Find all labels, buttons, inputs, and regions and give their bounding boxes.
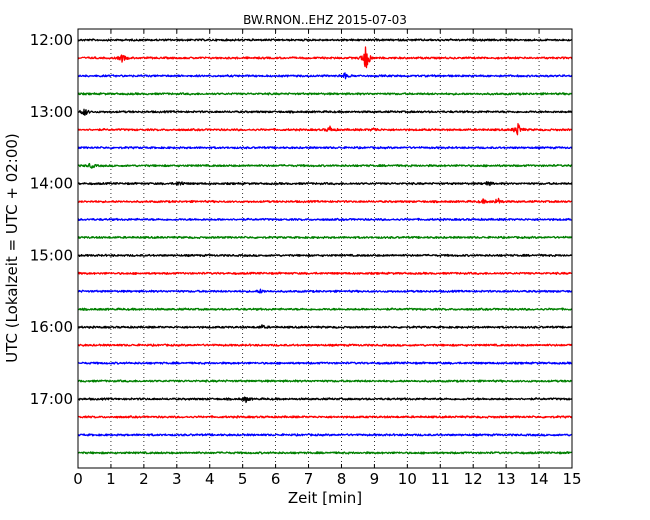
trace-17:45 — [77, 451, 573, 455]
trace-16:00 — [77, 324, 573, 329]
x-tick-label: 11 — [431, 470, 450, 488]
y-tick-label: 17:00 — [30, 390, 73, 408]
trace-17:00 — [77, 396, 573, 404]
trace-13:30 — [77, 146, 573, 150]
trace-17:30 — [77, 433, 573, 437]
trace-12:45 — [77, 92, 573, 96]
trace-15:30 — [77, 288, 573, 294]
trace-13:45 — [77, 162, 573, 169]
y-axis-ticks: 12:00 13:00 14:00 15:00 16:00 17:00 — [30, 31, 572, 408]
x-axis-ticks: 0 1 2 3 4 5 6 7 8 9 10 11 12 13 14 15 — [73, 29, 582, 488]
x-tick-label: 15 — [562, 470, 581, 488]
trace-16:15 — [77, 343, 573, 347]
chart-title: BW.RNON..EHZ 2015-07-03 — [243, 13, 407, 27]
trace-12:00 — [77, 38, 573, 42]
x-tick-label: 8 — [337, 470, 347, 488]
x-tick-label: 0 — [73, 470, 83, 488]
trace-14:45 — [77, 235, 573, 240]
trace-17:15 — [77, 415, 573, 419]
y-tick-label: 15:00 — [30, 246, 73, 264]
x-tick-label: 9 — [370, 470, 380, 488]
trace-15:45 — [77, 307, 573, 311]
x-axis-label: Zeit [min] — [288, 489, 362, 507]
x-tick-label: 14 — [530, 470, 549, 488]
x-tick-label: 3 — [172, 470, 182, 488]
trace-14:00 — [77, 181, 573, 187]
trace-15:00 — [77, 253, 573, 258]
x-tick-label: 7 — [304, 470, 314, 488]
x-tick-label: 1 — [106, 470, 116, 488]
trace-13:15 — [77, 123, 573, 136]
x-tick-label: 2 — [139, 470, 149, 488]
trace-12:30 — [77, 72, 573, 80]
x-tick-label: 4 — [205, 470, 215, 488]
seismic-traces — [77, 38, 573, 455]
x-tick-label: 12 — [464, 470, 483, 488]
trace-14:30 — [77, 217, 573, 222]
trace-15:15 — [77, 271, 573, 276]
trace-13:00 — [77, 108, 573, 116]
trace-16:45 — [77, 379, 573, 383]
x-tick-label: 5 — [238, 470, 248, 488]
y-axis-label: UTC (Lokalzeit = UTC + 02:00) — [3, 133, 21, 363]
trace-12:15 — [77, 46, 573, 69]
x-tick-label: 10 — [398, 470, 417, 488]
plot-frame — [77, 28, 573, 469]
y-tick-label: 14:00 — [30, 175, 73, 193]
y-tick-label: 16:00 — [30, 318, 73, 336]
trace-16:30 — [77, 361, 573, 365]
y-tick-label: 12:00 — [30, 31, 73, 49]
x-tick-label: 13 — [497, 470, 516, 488]
y-tick-label: 13:00 — [30, 103, 73, 121]
trace-14:15 — [77, 197, 573, 205]
x-tick-label: 6 — [271, 470, 281, 488]
